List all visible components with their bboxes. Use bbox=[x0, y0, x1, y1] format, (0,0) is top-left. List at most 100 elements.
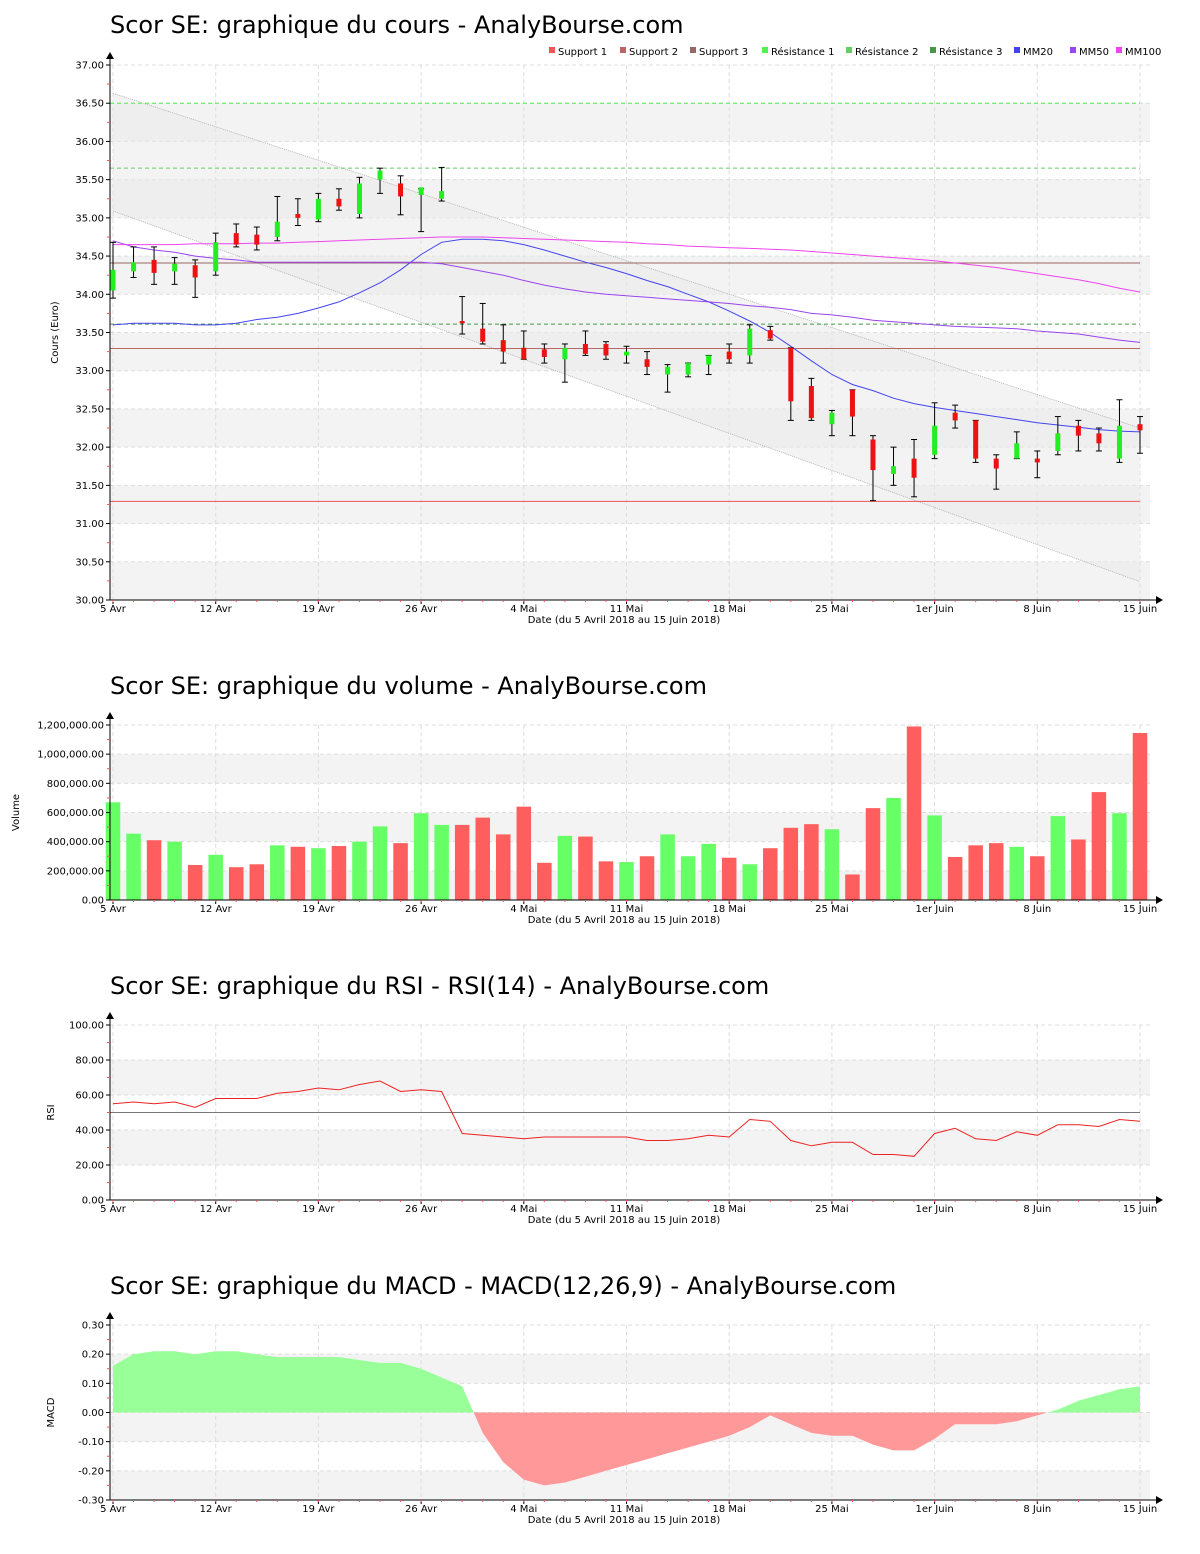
legend-swatch bbox=[762, 47, 768, 53]
candle bbox=[1095, 427, 1102, 452]
volume-bar bbox=[906, 726, 922, 900]
candle-body bbox=[582, 343, 588, 354]
x-tick-label: 8 Juin bbox=[1023, 1504, 1051, 1515]
x-tick-label: 4 Mai bbox=[510, 604, 537, 615]
candle bbox=[459, 296, 466, 335]
candle bbox=[356, 176, 363, 219]
x-tick-label: 5 Avr bbox=[100, 1204, 127, 1215]
y-axis-arrow bbox=[106, 1312, 114, 1319]
volume-bar bbox=[947, 856, 963, 900]
y-axis-label: RSI bbox=[46, 1104, 57, 1120]
volume-bar bbox=[721, 857, 737, 900]
volume-bar bbox=[249, 864, 265, 900]
candle-body bbox=[1055, 433, 1061, 451]
x-tick-label: 18 Mai bbox=[712, 1204, 745, 1215]
chart-title-rsi: Scor SE: graphique du RSI - RSI(14) - An… bbox=[110, 972, 769, 1000]
x-tick-label: 18 Mai bbox=[712, 1504, 745, 1515]
y-tick-label: 31.50 bbox=[75, 481, 104, 492]
candle-body bbox=[131, 262, 137, 272]
volume-bar bbox=[865, 808, 881, 900]
x-tick-label: 18 Mai bbox=[712, 604, 745, 615]
candle-body bbox=[891, 466, 897, 474]
legend-swatch bbox=[690, 47, 696, 53]
legend-swatch bbox=[620, 47, 626, 53]
x-tick-label: 11 Mai bbox=[610, 1204, 643, 1215]
candle-body bbox=[1096, 433, 1102, 444]
x-tick-label: 1er Juin bbox=[915, 1504, 953, 1515]
volume-bar bbox=[578, 836, 593, 900]
y-tick-label: 100.00 bbox=[69, 1021, 104, 1032]
volume-bar bbox=[927, 815, 942, 900]
x-tick-label: 5 Avr bbox=[100, 604, 127, 615]
volume-bar bbox=[146, 840, 162, 900]
candle bbox=[602, 341, 609, 360]
candle-body bbox=[932, 425, 938, 455]
x-tick-label: 25 Mai bbox=[815, 604, 848, 615]
y-tick-label: 0.30 bbox=[82, 1321, 104, 1332]
x-tick-label: 26 Avr bbox=[405, 604, 438, 615]
y-tick-label: 36.50 bbox=[75, 99, 104, 110]
y-tick-label: 31.00 bbox=[75, 519, 104, 530]
candle-body bbox=[726, 351, 732, 360]
y-axis-label: Volume bbox=[11, 794, 22, 831]
legend-label: Support 2 bbox=[629, 47, 678, 58]
chart-title-price: Scor SE: graphique du cours - AnalyBours… bbox=[110, 11, 684, 39]
candle-body bbox=[398, 183, 404, 197]
y-tick-label: 0.00 bbox=[82, 896, 104, 907]
volume-bar bbox=[1112, 813, 1127, 900]
y-tick-label: 30.50 bbox=[75, 557, 104, 568]
x-tick-label: 11 Mai bbox=[610, 904, 643, 915]
y-tick-label: 32.00 bbox=[75, 443, 104, 454]
candle-body bbox=[1034, 458, 1040, 463]
candle-body bbox=[973, 420, 979, 459]
volume-bar bbox=[126, 833, 141, 900]
volume-bar bbox=[639, 856, 655, 900]
x-axis-arrow bbox=[1156, 1496, 1163, 1504]
candle bbox=[828, 409, 835, 437]
x-tick-label: 1er Juin bbox=[915, 1204, 953, 1215]
volume-bar bbox=[804, 824, 819, 900]
candle-body bbox=[521, 347, 527, 360]
candle bbox=[767, 325, 774, 341]
legend-label: Support 3 bbox=[699, 47, 748, 58]
candle-body bbox=[1116, 425, 1122, 459]
volume-bar bbox=[413, 813, 429, 900]
legend-label: Résistance 1 bbox=[771, 46, 834, 58]
y-tick-label: -0.30 bbox=[78, 1496, 104, 1507]
candle bbox=[212, 232, 219, 276]
volume-bar bbox=[619, 862, 634, 900]
candle bbox=[110, 241, 116, 299]
x-tick-label: 15 Juin bbox=[1123, 904, 1157, 915]
candle-body bbox=[911, 458, 917, 478]
candle bbox=[438, 166, 445, 202]
y-tick-label: 20.00 bbox=[75, 1161, 104, 1172]
y-tick-label: 33.50 bbox=[75, 328, 104, 339]
candle-body bbox=[1075, 425, 1081, 436]
y-tick-label: 30.00 bbox=[75, 596, 104, 607]
candle-body bbox=[213, 242, 219, 272]
candle-body bbox=[644, 359, 650, 367]
x-tick-label: 8 Juin bbox=[1023, 1204, 1051, 1215]
volume-bar bbox=[454, 824, 470, 900]
candle-body bbox=[1014, 443, 1020, 459]
candle-body bbox=[418, 187, 424, 195]
x-axis-label: Date (du 5 Avril 2018 au 15 Juin 2018) bbox=[528, 615, 721, 626]
x-tick-label: 11 Mai bbox=[610, 1504, 643, 1515]
volume-bar bbox=[208, 854, 223, 900]
trend-channel bbox=[113, 93, 1140, 582]
candle-body bbox=[541, 349, 547, 357]
volume-bar bbox=[557, 835, 573, 900]
volume-bar bbox=[475, 817, 490, 900]
candle-body bbox=[315, 198, 321, 220]
legend-label: Résistance 3 bbox=[939, 46, 1002, 58]
y-tick-label: 0.00 bbox=[82, 1408, 104, 1419]
candle bbox=[787, 347, 794, 421]
series-line-mm50 bbox=[112, 240, 1141, 343]
volume-bar bbox=[824, 829, 840, 900]
volume-bar bbox=[290, 846, 306, 900]
candle bbox=[500, 324, 507, 364]
x-tick-label: 19 Avr bbox=[302, 1204, 335, 1215]
x-tick-label: 25 Mai bbox=[815, 1204, 848, 1215]
volume-bar bbox=[311, 848, 326, 900]
